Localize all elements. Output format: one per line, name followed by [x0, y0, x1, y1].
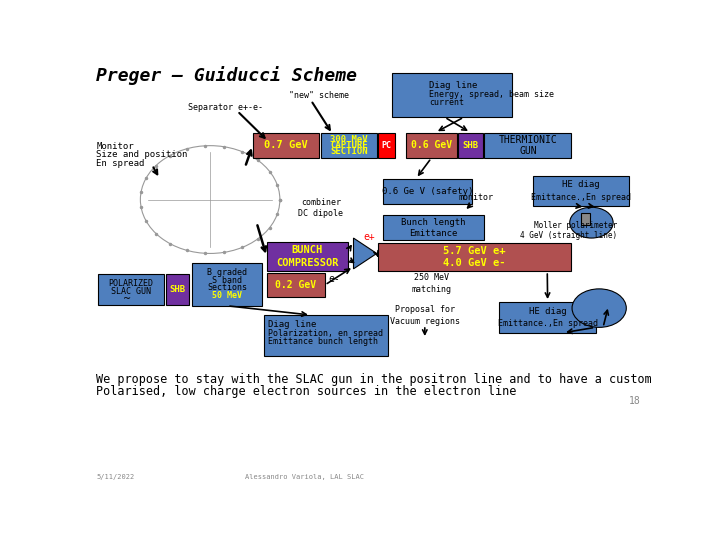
Text: Emittance.,En spread: Emittance.,En spread	[531, 193, 631, 202]
Text: Sections: Sections	[207, 283, 247, 292]
FancyBboxPatch shape	[266, 273, 325, 298]
Ellipse shape	[572, 289, 626, 327]
FancyBboxPatch shape	[378, 244, 570, 271]
Text: THERMIONIC: THERMIONIC	[498, 135, 557, 145]
Text: BUNCH: BUNCH	[292, 245, 323, 255]
Text: 0.7 GeV: 0.7 GeV	[264, 140, 307, 150]
Text: Diag line: Diag line	[429, 81, 477, 90]
FancyBboxPatch shape	[166, 274, 189, 305]
Text: HE diag: HE diag	[528, 307, 567, 316]
Text: Monitor: Monitor	[96, 142, 134, 151]
Text: Size and position: Size and position	[96, 150, 188, 159]
Text: Emittance.,En spread: Emittance.,En spread	[498, 319, 598, 328]
FancyBboxPatch shape	[499, 302, 596, 333]
Text: B graded: B graded	[207, 268, 247, 277]
Text: Emittance bunch length: Emittance bunch length	[269, 337, 378, 346]
Text: ~: ~	[122, 294, 131, 304]
Text: 5.7 GeV e+: 5.7 GeV e+	[443, 246, 505, 256]
Text: Bunch length: Bunch length	[401, 218, 466, 227]
Text: En spread: En spread	[96, 159, 145, 168]
Text: 0.2 GeV: 0.2 GeV	[275, 280, 316, 290]
FancyBboxPatch shape	[392, 72, 513, 117]
Text: Diag line: Diag line	[269, 320, 317, 329]
Text: 5/11/2022: 5/11/2022	[96, 475, 135, 481]
Text: combiner
DC dipole: combiner DC dipole	[299, 198, 343, 218]
Text: 0.6 Ge V (safety): 0.6 Ge V (safety)	[382, 187, 473, 196]
FancyBboxPatch shape	[378, 132, 395, 158]
FancyBboxPatch shape	[383, 215, 484, 240]
Text: Separator e+-e-: Separator e+-e-	[188, 103, 263, 112]
FancyBboxPatch shape	[98, 274, 163, 305]
Text: SECTION: SECTION	[330, 147, 368, 156]
Text: 250 MeV
matching: 250 MeV matching	[411, 273, 451, 294]
Text: Polarised, low charge electron sources in the electron line: Polarised, low charge electron sources i…	[96, 385, 516, 398]
Text: 0.6 GeV: 0.6 GeV	[411, 140, 452, 150]
FancyBboxPatch shape	[458, 132, 483, 158]
Text: GUN: GUN	[519, 146, 536, 156]
Text: Preger – Guiducci Scheme: Preger – Guiducci Scheme	[96, 66, 357, 85]
Text: Moller polarimeter
4 GeV (straight line): Moller polarimeter 4 GeV (straight line)	[520, 221, 617, 240]
Text: POLARIZED: POLARIZED	[108, 279, 153, 288]
Text: We propose to stay with the SLAC gun in the positron line and to have a custom: We propose to stay with the SLAC gun in …	[96, 373, 652, 386]
FancyBboxPatch shape	[253, 132, 319, 158]
FancyBboxPatch shape	[533, 177, 629, 206]
Text: e-: e-	[328, 274, 340, 284]
Text: 50 MeV: 50 MeV	[212, 291, 242, 300]
Text: Polarization, en spread: Polarization, en spread	[269, 329, 383, 338]
Text: 4.0 GeV e-: 4.0 GeV e-	[443, 259, 505, 268]
FancyBboxPatch shape	[580, 213, 590, 225]
Ellipse shape	[570, 207, 613, 238]
Text: SHB: SHB	[462, 141, 479, 150]
FancyBboxPatch shape	[406, 132, 456, 158]
FancyBboxPatch shape	[266, 242, 348, 271]
Text: Proposal for
Vacuum regions: Proposal for Vacuum regions	[390, 306, 460, 326]
Text: SLAC GUN: SLAC GUN	[111, 287, 150, 296]
Text: COMPRESSOR: COMPRESSOR	[276, 258, 338, 268]
FancyBboxPatch shape	[383, 179, 472, 204]
FancyBboxPatch shape	[264, 315, 388, 356]
Text: CAPTURE: CAPTURE	[330, 141, 368, 150]
Text: PC: PC	[382, 141, 392, 150]
Text: "new" scheme: "new" scheme	[289, 91, 348, 100]
Text: e+: e+	[363, 232, 375, 242]
Text: HE diag: HE diag	[562, 180, 600, 190]
Text: 18: 18	[629, 396, 640, 406]
Text: Alessandro Variola, LAL SLAC: Alessandro Variola, LAL SLAC	[245, 475, 364, 481]
Text: monitor: monitor	[459, 193, 493, 202]
Polygon shape	[354, 238, 377, 269]
Text: S band: S band	[212, 275, 242, 285]
Text: SHB: SHB	[169, 285, 186, 294]
Text: 300 MeV: 300 MeV	[330, 134, 368, 144]
Text: Energy, spread, beam size: Energy, spread, beam size	[429, 90, 554, 99]
Text: current: current	[429, 98, 464, 107]
Text: Emittance: Emittance	[409, 228, 457, 238]
FancyBboxPatch shape	[192, 264, 262, 306]
FancyBboxPatch shape	[485, 132, 571, 158]
FancyBboxPatch shape	[321, 132, 377, 158]
